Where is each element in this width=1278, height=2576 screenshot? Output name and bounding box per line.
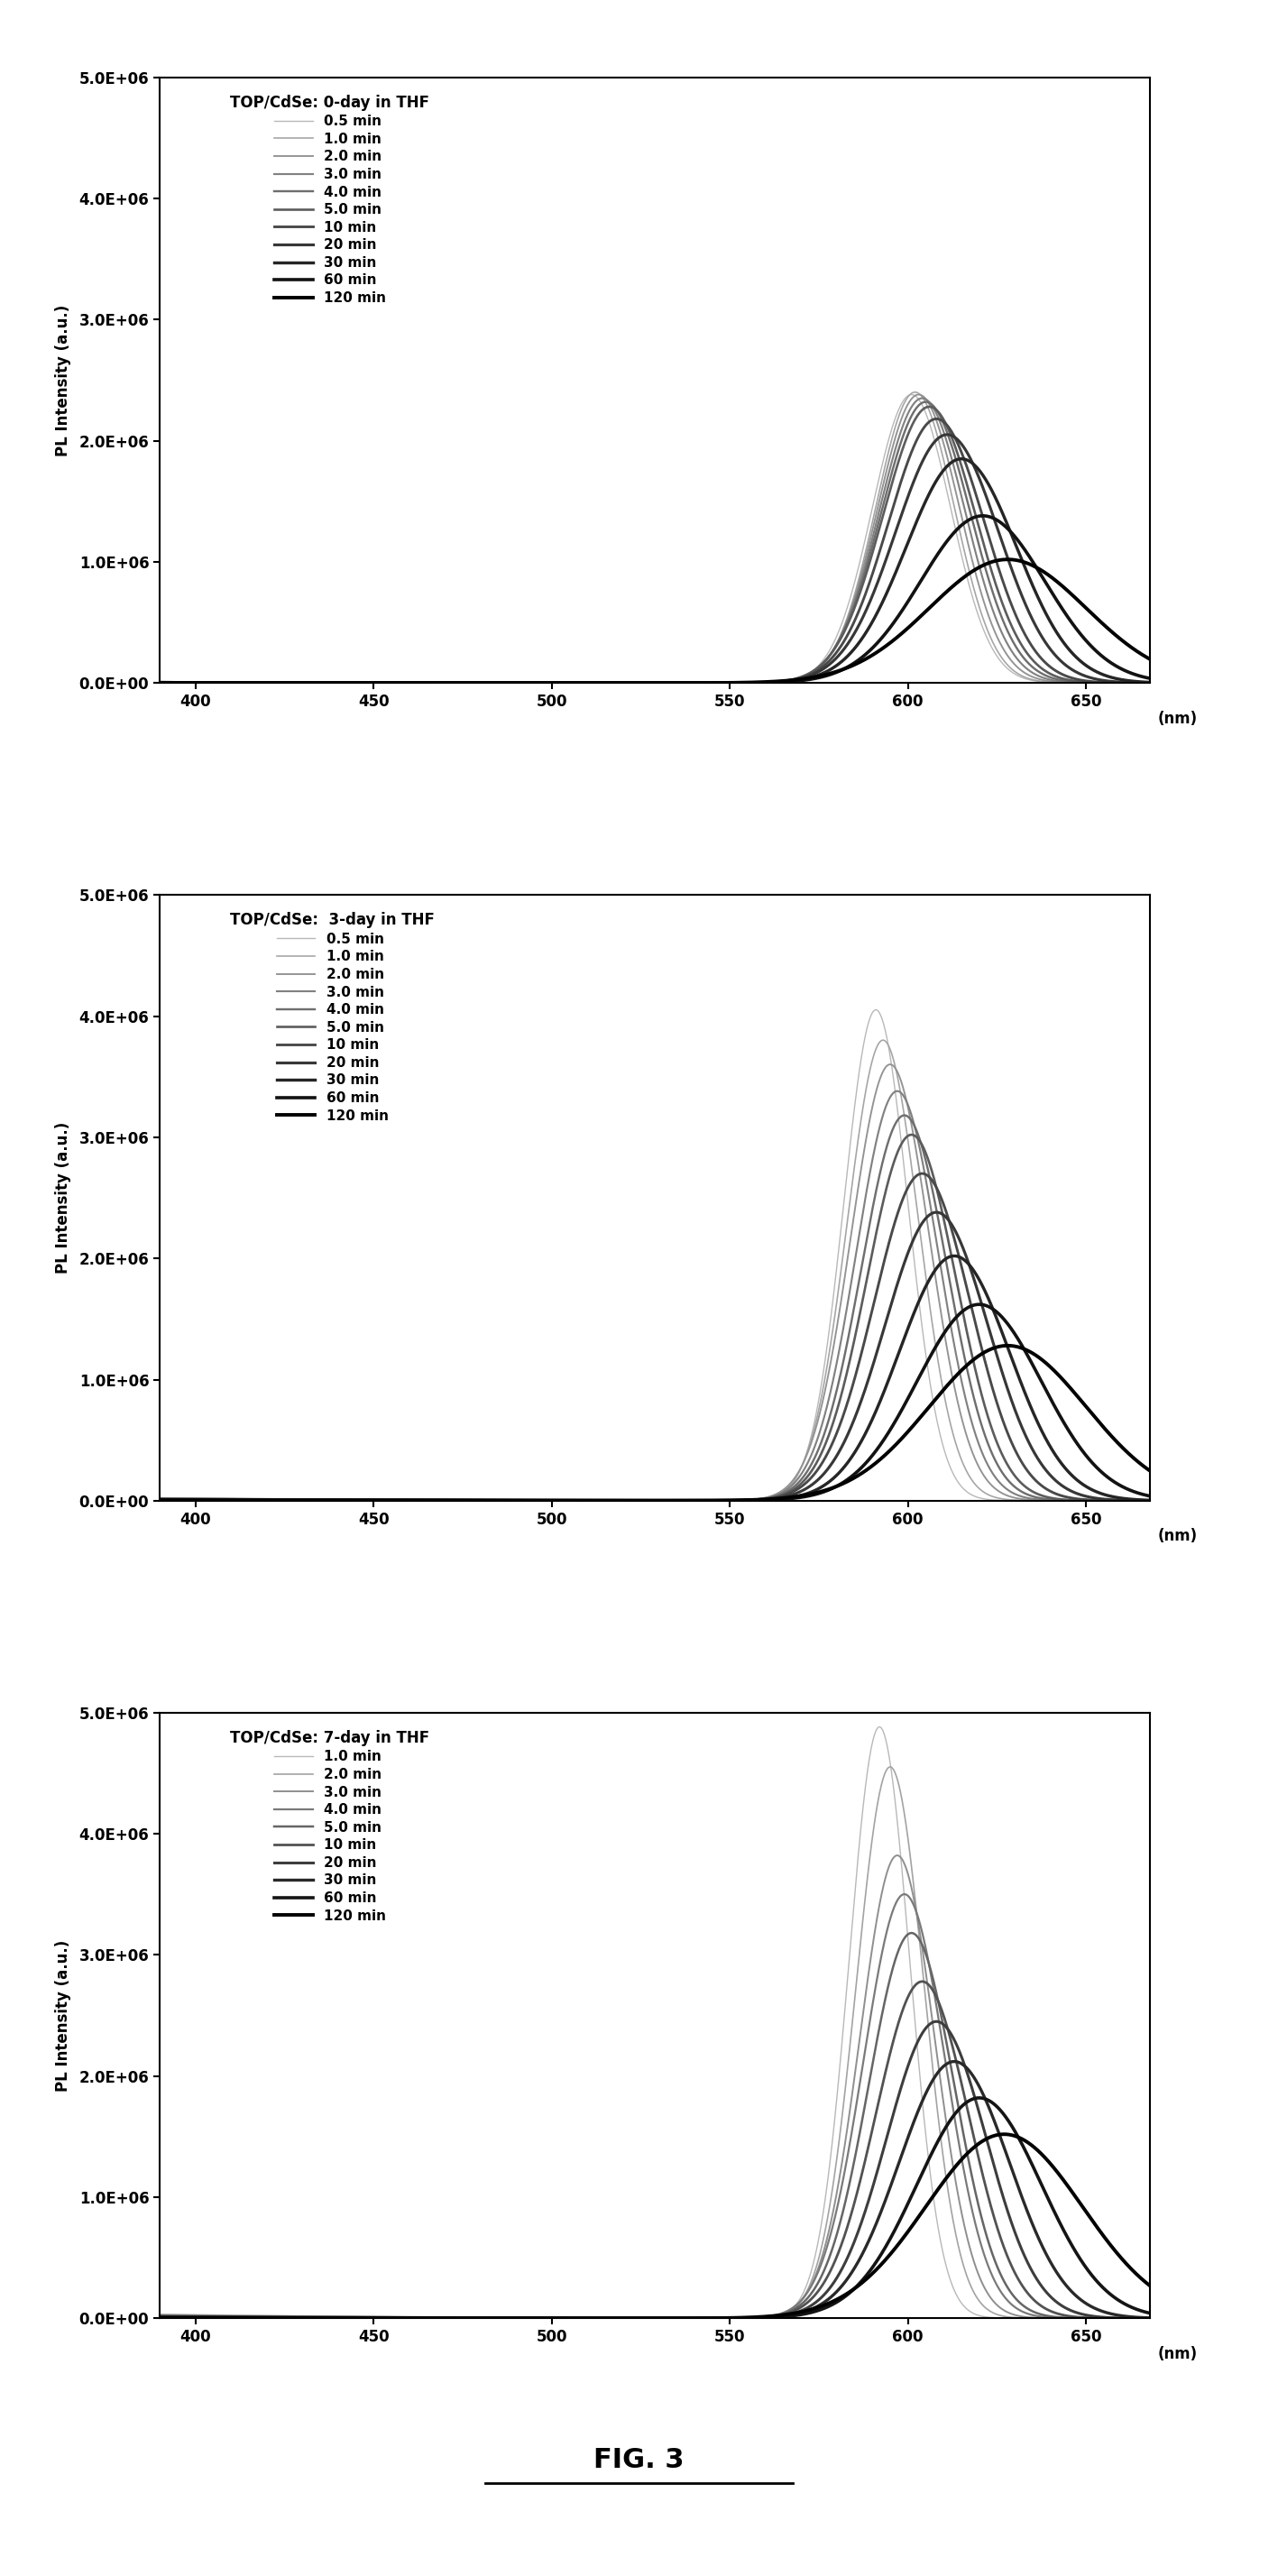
Y-axis label: PL Intensity (a.u.): PL Intensity (a.u.) bbox=[55, 1940, 72, 2092]
Text: FIG. 3: FIG. 3 bbox=[594, 2447, 684, 2473]
Text: (nm): (nm) bbox=[1158, 711, 1197, 726]
Y-axis label: PL Intensity (a.u.): PL Intensity (a.u.) bbox=[55, 1123, 72, 1273]
Y-axis label: PL Intensity (a.u.): PL Intensity (a.u.) bbox=[55, 304, 72, 456]
Text: (nm): (nm) bbox=[1158, 1528, 1197, 1546]
Legend: 0.5 min, 1.0 min, 2.0 min, 3.0 min, 4.0 min, 5.0 min, 10 min, 20 min, 30 min, 60: 0.5 min, 1.0 min, 2.0 min, 3.0 min, 4.0 … bbox=[226, 907, 438, 1126]
Legend: 0.5 min, 1.0 min, 2.0 min, 3.0 min, 4.0 min, 5.0 min, 10 min, 20 min, 30 min, 60: 0.5 min, 1.0 min, 2.0 min, 3.0 min, 4.0 … bbox=[226, 90, 433, 309]
Text: (nm): (nm) bbox=[1158, 2347, 1197, 2362]
Legend: 1.0 min, 2.0 min, 3.0 min, 4.0 min, 5.0 min, 10 min, 20 min, 30 min, 60 min, 120: 1.0 min, 2.0 min, 3.0 min, 4.0 min, 5.0 … bbox=[226, 1726, 433, 1927]
